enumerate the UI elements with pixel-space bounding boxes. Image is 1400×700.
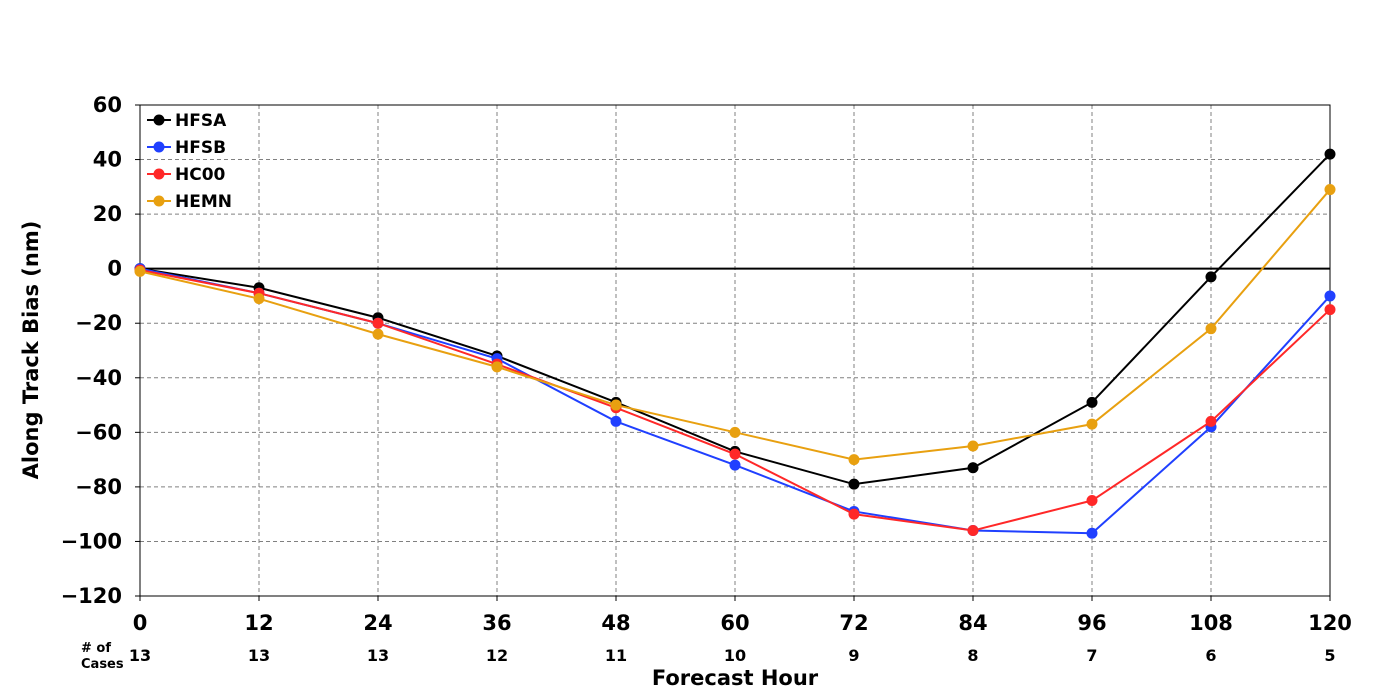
- data-point: [372, 328, 384, 340]
- data-point: [372, 317, 384, 329]
- legend-marker: [153, 168, 165, 180]
- data-point: [729, 448, 741, 460]
- legend-entry-hfsa: HFSA: [147, 111, 227, 131]
- case-count: 12: [486, 646, 508, 665]
- data-point: [253, 293, 265, 305]
- y-tick-label: 60: [93, 93, 122, 117]
- case-count: 13: [248, 646, 270, 665]
- case-count: 11: [605, 646, 627, 665]
- legend-entry-hemn: HEMN: [147, 192, 232, 212]
- data-point: [1086, 396, 1098, 408]
- legend-entry-hfsb: HFSB: [147, 138, 226, 158]
- x-tick-label: 60: [720, 611, 749, 635]
- data-point: [1086, 527, 1098, 539]
- cases-label-line2: Cases: [81, 657, 124, 672]
- case-count: 13: [129, 646, 151, 665]
- data-point: [610, 399, 622, 411]
- x-tick-label: 12: [244, 611, 273, 635]
- legend-label: HFSA: [175, 111, 227, 131]
- x-tick-label: 108: [1189, 611, 1233, 635]
- y-tick-label: −100: [61, 529, 122, 553]
- y-tick-label: −120: [61, 584, 122, 608]
- case-count: 9: [848, 646, 859, 665]
- y-tick-label: −40: [75, 366, 122, 390]
- data-point: [134, 265, 146, 277]
- y-axis-ticks: 60 40 20 0 −20 −40 −60 −80 −100 −120: [61, 93, 140, 608]
- data-point: [967, 525, 979, 537]
- grid: [140, 105, 1330, 596]
- data-point: [1205, 415, 1217, 427]
- data-point: [1086, 418, 1098, 430]
- case-count: 7: [1086, 646, 1097, 665]
- case-count: 10: [724, 646, 746, 665]
- legend-label: HFSB: [175, 138, 226, 158]
- data-point: [729, 426, 741, 438]
- x-axis-ticks: 0 12 24 36 48 60 72 84 96 108 120: [133, 596, 1352, 635]
- x-axis-title: Forecast Hour: [652, 666, 819, 690]
- data-point: [1205, 323, 1217, 335]
- x-tick-label: 72: [839, 611, 868, 635]
- data-point: [848, 478, 860, 490]
- y-tick-label: −20: [75, 311, 122, 335]
- x-tick-label: 36: [482, 611, 511, 635]
- legend-entry-hc00: HC00: [147, 165, 226, 185]
- legend: HFSA HFSB HC00 HEMN: [147, 111, 232, 212]
- data-point: [1324, 290, 1336, 302]
- x-tick-label: 120: [1308, 611, 1352, 635]
- data-point: [610, 415, 622, 427]
- x-tick-label: 48: [601, 611, 630, 635]
- case-count: 5: [1324, 646, 1335, 665]
- data-point: [848, 508, 860, 520]
- legend-marker: [153, 114, 165, 126]
- case-count: 6: [1205, 646, 1216, 665]
- case-count: 13: [367, 646, 389, 665]
- x-tick-label: 24: [363, 611, 392, 635]
- data-point: [848, 454, 860, 466]
- data-point: [1324, 148, 1336, 160]
- legend-marker: [153, 141, 165, 153]
- y-tick-label: 0: [107, 257, 122, 281]
- legend-marker: [153, 195, 165, 207]
- legend-label: HC00: [175, 165, 226, 185]
- data-point: [1324, 304, 1336, 316]
- data-point: [729, 459, 741, 471]
- y-tick-label: 40: [93, 148, 122, 172]
- legend-label: HEMN: [175, 192, 232, 212]
- y-tick-label: −80: [75, 475, 122, 499]
- x-tick-label: 84: [958, 611, 987, 635]
- data-point: [491, 361, 503, 373]
- y-tick-label: 20: [93, 202, 122, 226]
- case-count: 8: [967, 646, 978, 665]
- cases-label-line1: # of: [81, 641, 111, 656]
- x-tick-label: 96: [1077, 611, 1106, 635]
- data-point: [1324, 184, 1336, 196]
- data-point: [967, 440, 979, 452]
- series-hemn: [134, 184, 1336, 466]
- series-group: [134, 148, 1336, 539]
- cases-row: 13 13 13 12 11 10 9 8 7 6 5: [129, 646, 1336, 665]
- data-point: [1205, 271, 1217, 283]
- data-point: [1086, 495, 1098, 507]
- y-axis-title: Along Track Bias (nm): [19, 221, 43, 480]
- data-point: [967, 462, 979, 474]
- x-tick-label: 0: [133, 611, 148, 635]
- y-tick-label: −60: [75, 420, 122, 444]
